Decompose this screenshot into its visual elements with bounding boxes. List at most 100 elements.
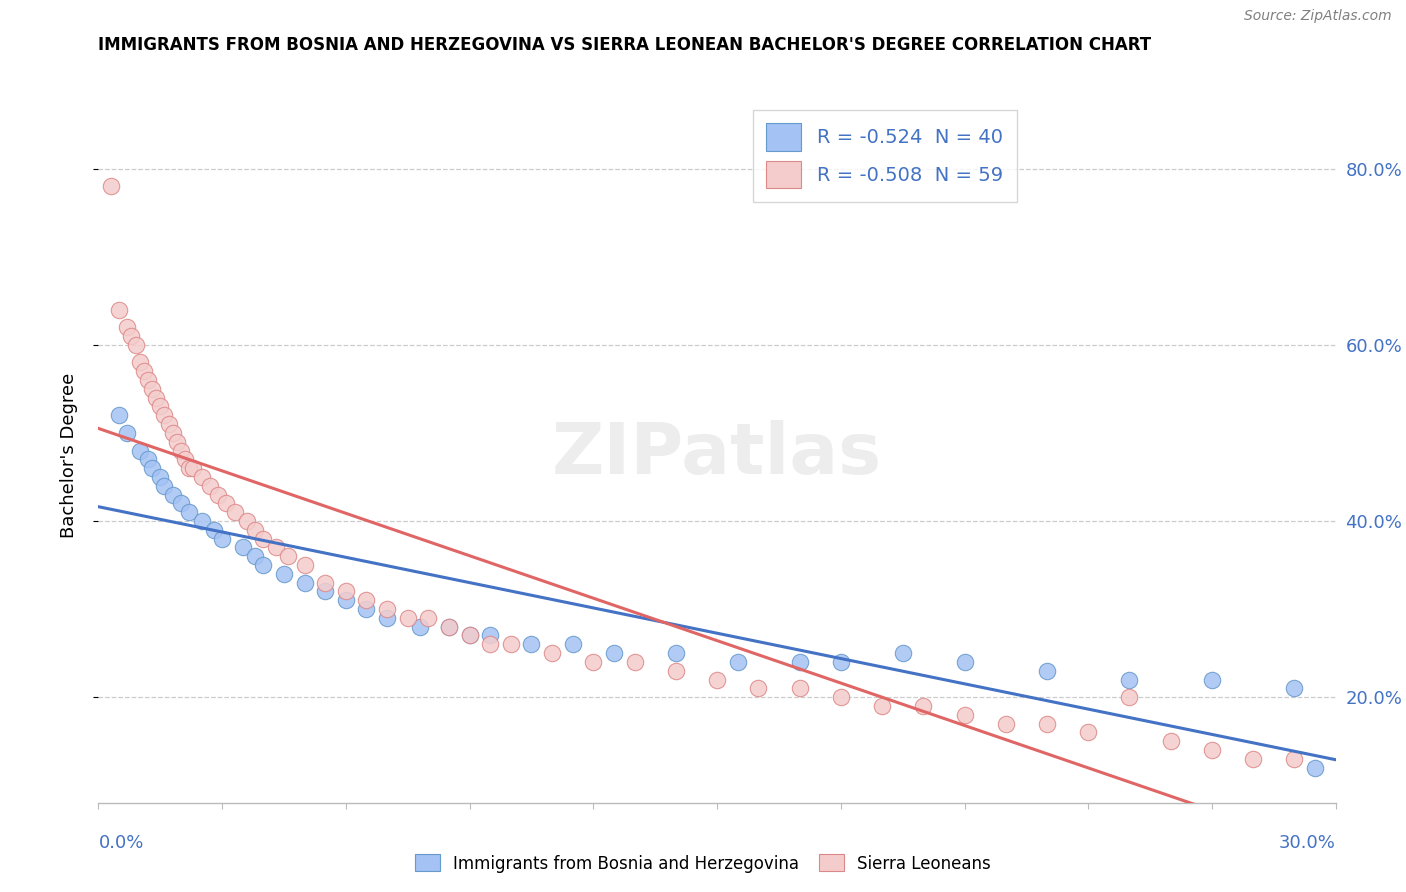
Point	[747, 681, 769, 696]
Point	[409, 620, 432, 634]
Point	[1160, 734, 1182, 748]
Point	[479, 628, 502, 642]
Point	[541, 646, 564, 660]
Point	[202, 523, 225, 537]
Point	[236, 514, 259, 528]
Point	[207, 487, 229, 501]
Point	[166, 434, 188, 449]
Point	[418, 611, 440, 625]
Point	[294, 575, 316, 590]
Point	[145, 391, 167, 405]
Point	[153, 409, 176, 423]
Point	[1303, 761, 1326, 775]
Point	[120, 329, 142, 343]
Point	[830, 655, 852, 669]
Point	[706, 673, 728, 687]
Point	[179, 461, 201, 475]
Point	[458, 628, 481, 642]
Text: ZIPatlas: ZIPatlas	[553, 420, 882, 490]
Point	[356, 602, 378, 616]
Legend: Immigrants from Bosnia and Herzegovina, Sierra Leoneans: Immigrants from Bosnia and Herzegovina, …	[408, 847, 998, 880]
Point	[198, 479, 221, 493]
Point	[582, 655, 605, 669]
Point	[437, 620, 460, 634]
Point	[789, 681, 811, 696]
Point	[603, 646, 626, 660]
Point	[136, 373, 159, 387]
Point	[232, 541, 254, 555]
Point	[174, 452, 197, 467]
Point	[1201, 743, 1223, 757]
Point	[273, 566, 295, 581]
Point	[314, 584, 336, 599]
Point	[179, 505, 201, 519]
Point	[953, 707, 976, 722]
Point	[335, 593, 357, 607]
Legend: R = -0.524  N = 40, R = -0.508  N = 59: R = -0.524 N = 40, R = -0.508 N = 59	[752, 110, 1017, 202]
Point	[1118, 690, 1140, 705]
Text: 0.0%: 0.0%	[98, 834, 143, 852]
Point	[1284, 681, 1306, 696]
Point	[136, 452, 159, 467]
Point	[117, 320, 139, 334]
Point	[830, 690, 852, 705]
Point	[190, 514, 212, 528]
Point	[1036, 716, 1059, 731]
Point	[108, 302, 131, 317]
Point	[665, 664, 688, 678]
Point	[623, 655, 645, 669]
Point	[789, 655, 811, 669]
Point	[132, 364, 155, 378]
Point	[141, 461, 163, 475]
Point	[1241, 752, 1264, 766]
Text: Source: ZipAtlas.com: Source: ZipAtlas.com	[1244, 9, 1392, 23]
Point	[437, 620, 460, 634]
Point	[1036, 664, 1059, 678]
Point	[727, 655, 749, 669]
Point	[170, 443, 193, 458]
Point	[1118, 673, 1140, 687]
Point	[994, 716, 1017, 731]
Point	[356, 593, 378, 607]
Text: IMMIGRANTS FROM BOSNIA AND HERZEGOVINA VS SIERRA LEONEAN BACHELOR'S DEGREE CORRE: IMMIGRANTS FROM BOSNIA AND HERZEGOVINA V…	[98, 36, 1152, 54]
Point	[243, 549, 266, 564]
Point	[224, 505, 246, 519]
Point	[520, 637, 543, 651]
Point	[162, 425, 184, 440]
Point	[190, 470, 212, 484]
Point	[252, 532, 274, 546]
Point	[1201, 673, 1223, 687]
Text: 30.0%: 30.0%	[1279, 834, 1336, 852]
Point	[665, 646, 688, 660]
Point	[170, 496, 193, 510]
Point	[479, 637, 502, 651]
Point	[1284, 752, 1306, 766]
Point	[141, 382, 163, 396]
Point	[153, 479, 176, 493]
Point	[891, 646, 914, 660]
Point	[314, 575, 336, 590]
Point	[181, 461, 204, 475]
Point	[375, 602, 398, 616]
Point	[499, 637, 522, 651]
Point	[124, 338, 146, 352]
Point	[458, 628, 481, 642]
Point	[162, 487, 184, 501]
Point	[243, 523, 266, 537]
Point	[335, 584, 357, 599]
Point	[108, 409, 131, 423]
Point	[870, 698, 893, 713]
Point	[561, 637, 583, 651]
Point	[294, 558, 316, 572]
Point	[215, 496, 238, 510]
Point	[100, 179, 122, 194]
Point	[375, 611, 398, 625]
Point	[149, 470, 172, 484]
Y-axis label: Bachelor's Degree: Bachelor's Degree	[59, 372, 77, 538]
Point	[1077, 725, 1099, 739]
Point	[953, 655, 976, 669]
Point	[149, 400, 172, 414]
Point	[128, 355, 150, 369]
Point	[117, 425, 139, 440]
Point	[396, 611, 419, 625]
